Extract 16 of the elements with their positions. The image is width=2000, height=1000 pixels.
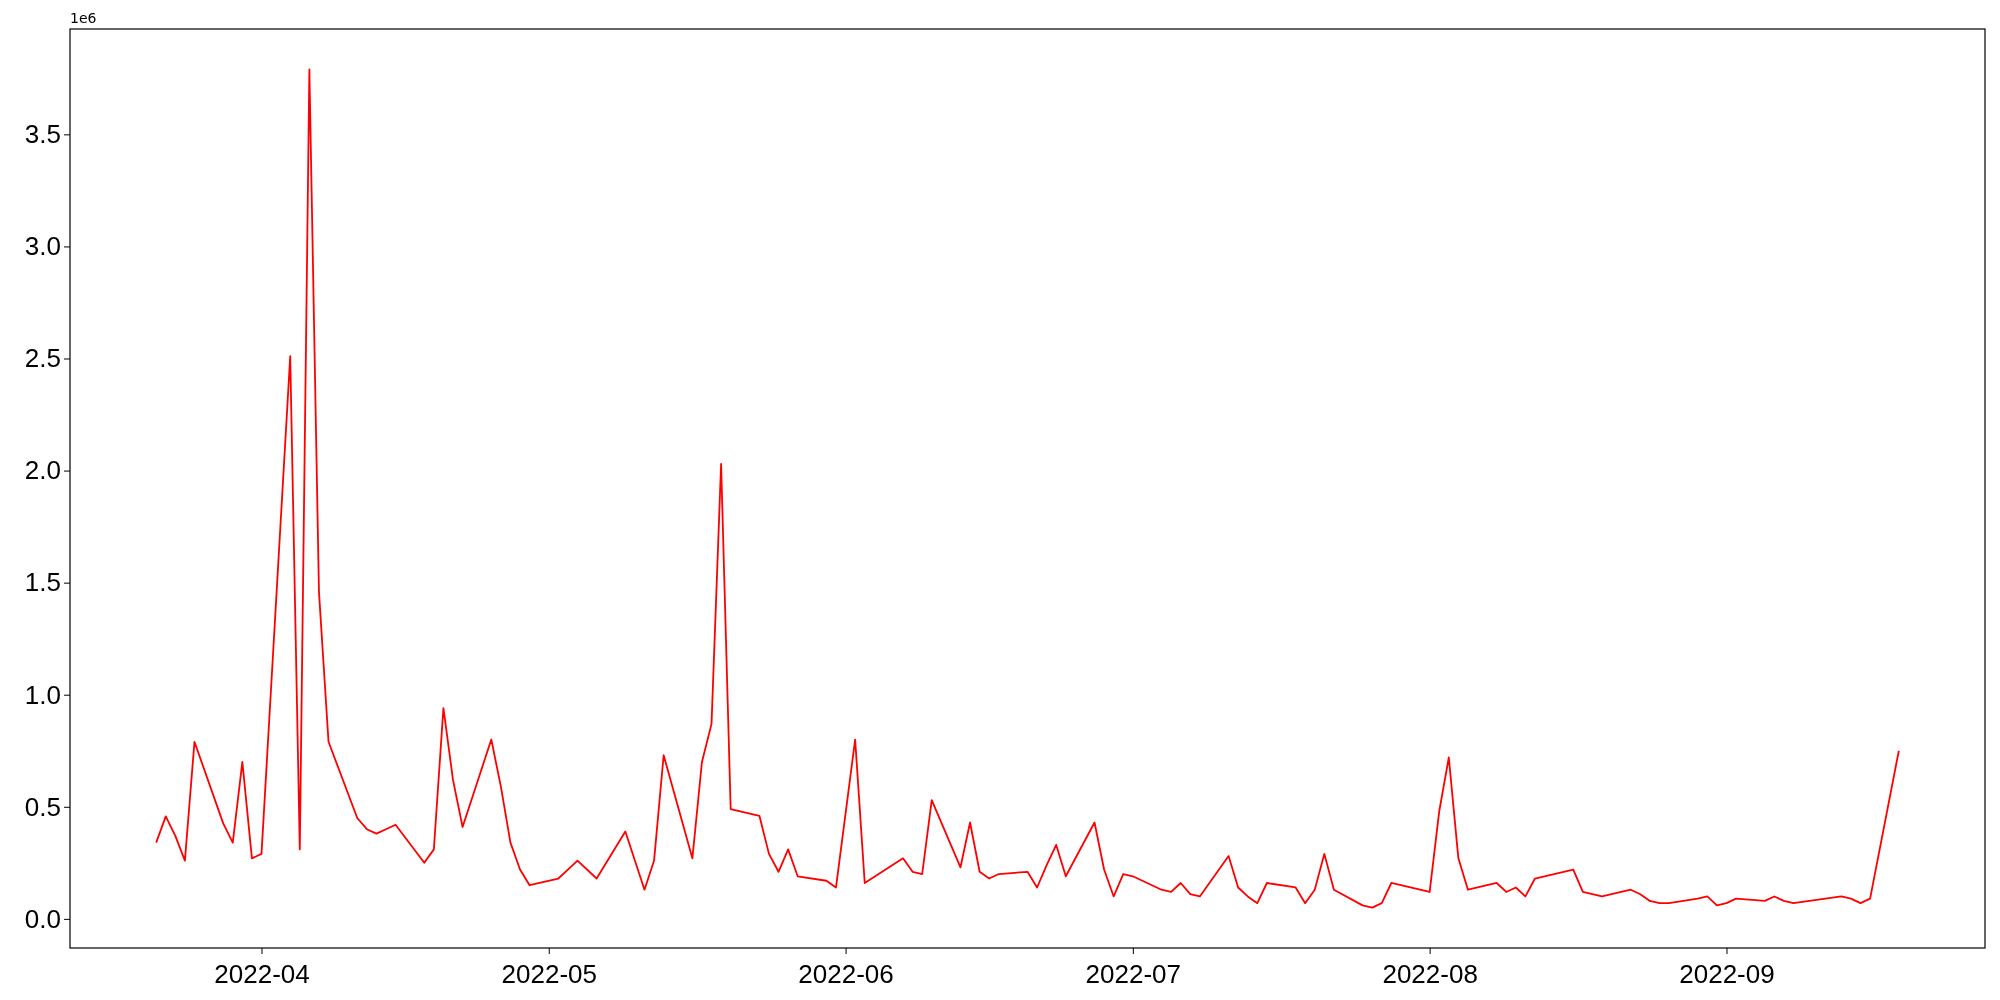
y-tick-label: 3.0: [24, 231, 61, 262]
x-tick-label: 2022-05: [501, 959, 597, 989]
y-tick-label: 2.5: [24, 343, 61, 374]
y-tick-label: 1.0: [24, 679, 61, 710]
y-tick-label: 0.0: [24, 903, 61, 934]
x-tick-label: 2022-04: [214, 959, 310, 989]
y-tick-label: 1.5: [24, 567, 61, 598]
y-tick-label: 2.0: [24, 455, 61, 486]
y-tick-label: 0.5: [24, 791, 61, 822]
line-series: [155, 68, 1900, 909]
x-tick-label: 2022-07: [1085, 959, 1182, 989]
y-tick-label: 3.5: [24, 119, 61, 150]
x-tick-label: 2022-08: [1382, 959, 1478, 989]
x-tick-label: 2022-09: [1679, 959, 1775, 989]
x-tick-label: 2022-06: [798, 959, 894, 989]
text: 1e6: [70, 10, 97, 26]
